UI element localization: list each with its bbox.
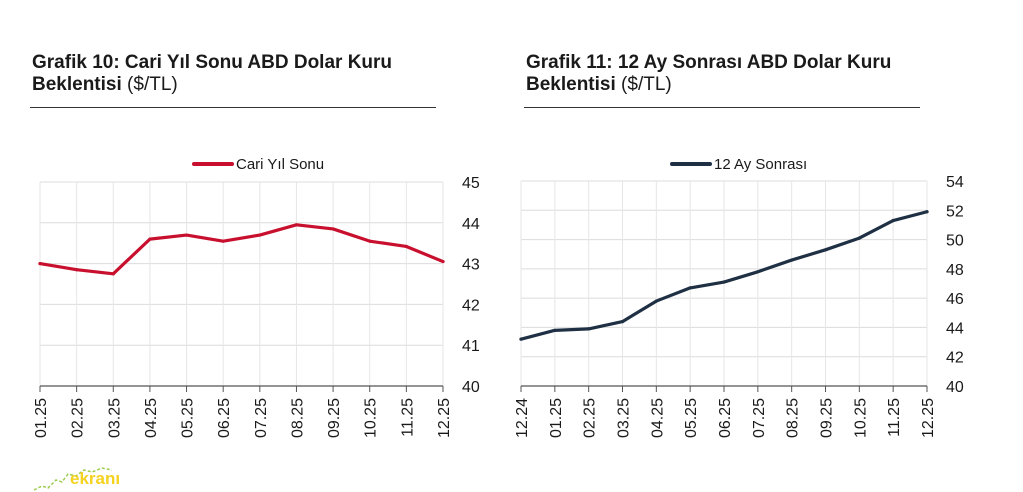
- chart10-point-4: [184, 233, 189, 237]
- chart10-xtick-label-11: 12.25: [436, 398, 453, 438]
- chart11-xtick-label-6: 06.25: [717, 398, 734, 438]
- ekrani-logo: ekranı: [33, 467, 120, 491]
- chart11-title-bold-line2: Beklentisi: [526, 74, 616, 95]
- chart11-xtick-label-8: 08.25: [785, 398, 802, 438]
- chart10-xtick-label-0: 01.25: [33, 398, 50, 438]
- chart10-xtick-label-1: 02.25: [70, 398, 87, 438]
- chart11-point-1: [553, 328, 557, 332]
- chart11-point-12: [925, 210, 929, 214]
- chart10-xtick-label-10: 11.25: [399, 398, 416, 437]
- chart10-xtick-label-6: 07.25: [253, 398, 270, 438]
- chart11-xtick-label-9: 09.25: [819, 398, 836, 438]
- chart10-ytick-44: 44: [462, 216, 480, 233]
- chart10-point-9: [368, 239, 372, 243]
- chart11-title-unit: ($/TL): [621, 74, 672, 95]
- chart11-xtick-label-12: 12.25: [920, 398, 937, 438]
- chart10-point-5: [221, 239, 225, 243]
- chart10-ytick-43: 43: [462, 257, 480, 274]
- chart11-ytick-50: 50: [946, 233, 964, 250]
- chart11-legend-label: 12 Ay Sonrası: [714, 156, 807, 173]
- chart10-point-1: [75, 268, 79, 272]
- chart10-xtick-label-4: 05.25: [180, 398, 197, 438]
- chart11-xtick-label-10: 10.25: [852, 398, 869, 438]
- chart11-xtick-label-3: 03.25: [616, 398, 633, 438]
- chart11-point-8: [790, 258, 794, 262]
- chart10-point-2: [111, 272, 115, 276]
- chart10-point-10: [404, 244, 408, 249]
- chart11-point-0: [519, 337, 523, 341]
- chart11-ytick-46: 46: [946, 291, 964, 308]
- chart11-xtick-label-0: 12.24: [514, 398, 531, 438]
- chart11-ytick-48: 48: [946, 262, 964, 279]
- chart11-point-3: [620, 319, 625, 324]
- chart11-point-6: [722, 280, 726, 284]
- chart11-ytick-40: 40: [946, 379, 964, 396]
- chart11-title: Grafik 11: 12 Ay Sonrası ABD Dolar Kuru …: [526, 52, 891, 96]
- chart10-ytick-45: 45: [462, 175, 480, 192]
- chart10-xtick-label-9: 10.25: [363, 398, 380, 438]
- chart11-xtick-label-1: 01.25: [548, 398, 565, 438]
- chart11-xtick-label-5: 05.25: [683, 398, 700, 438]
- chart10-title-unit: ($/TL): [127, 74, 178, 95]
- chart10-xtick-label-7: 08.25: [289, 398, 306, 438]
- chart11-xtick-label-7: 07.25: [751, 398, 768, 438]
- chart11-xtick-label-11: 11.25: [886, 398, 903, 437]
- chart11-point-9: [823, 248, 828, 252]
- chart11-title-bold-line1: Grafik 11: 12 Ay Sonrası ABD Dolar Kuru: [526, 52, 892, 73]
- chart10-xtick-label-3: 04.25: [143, 398, 160, 438]
- chart10-xtick-label-2: 03.25: [106, 398, 123, 438]
- chart11-ytick-42: 42: [946, 350, 964, 367]
- chart11-point-4: [654, 299, 658, 303]
- chart10-point-0: [38, 262, 42, 266]
- chart10-series-line-0: [38, 223, 445, 276]
- chart10-point-11: [441, 259, 445, 264]
- chart11-point-2: [587, 327, 591, 331]
- chart10-title-bold-line2: Beklentisi: [32, 74, 122, 95]
- logo-sparkline-icon: [33, 467, 113, 491]
- chart11-point-5: [688, 286, 692, 290]
- chart11-ytick-52: 52: [946, 203, 964, 220]
- chart10-title-rule: [30, 107, 436, 108]
- chart11-ytick-44: 44: [946, 320, 964, 337]
- chart10-ytick-40: 40: [462, 379, 480, 396]
- chart11-xtick-label-4: 04.25: [649, 398, 666, 438]
- chart10-legend-label: Cari Yıl Sonu: [236, 156, 324, 173]
- chart11-point-7: [756, 270, 760, 274]
- chart10-xtick-label-5: 06.25: [216, 398, 233, 438]
- chart10-title-bold-line1: Grafik 10: Cari Yıl Sonu ABD Dolar Kuru: [32, 52, 393, 73]
- chart11-ytick-54: 54: [946, 174, 964, 191]
- chart11-xtick-label-2: 02.25: [582, 398, 599, 438]
- chart10-ytick-41: 41: [462, 338, 480, 355]
- chart10-ytick-42: 42: [462, 297, 480, 314]
- chart10-title: Grafik 10: Cari Yıl Sonu ABD Dolar Kuru …: [32, 52, 392, 96]
- chart10-point-8: [331, 227, 335, 231]
- logo-text: ekranı: [70, 469, 120, 488]
- chart10-point-7: [294, 223, 299, 227]
- chart11-title-rule: [524, 107, 920, 108]
- chart10-point-6: [258, 233, 262, 237]
- chart10-xtick-label-8: 09.25: [326, 398, 343, 438]
- chart10-point-3: [148, 237, 152, 241]
- chart11-point-10: [857, 236, 861, 240]
- chart11-point-11: [891, 218, 895, 223]
